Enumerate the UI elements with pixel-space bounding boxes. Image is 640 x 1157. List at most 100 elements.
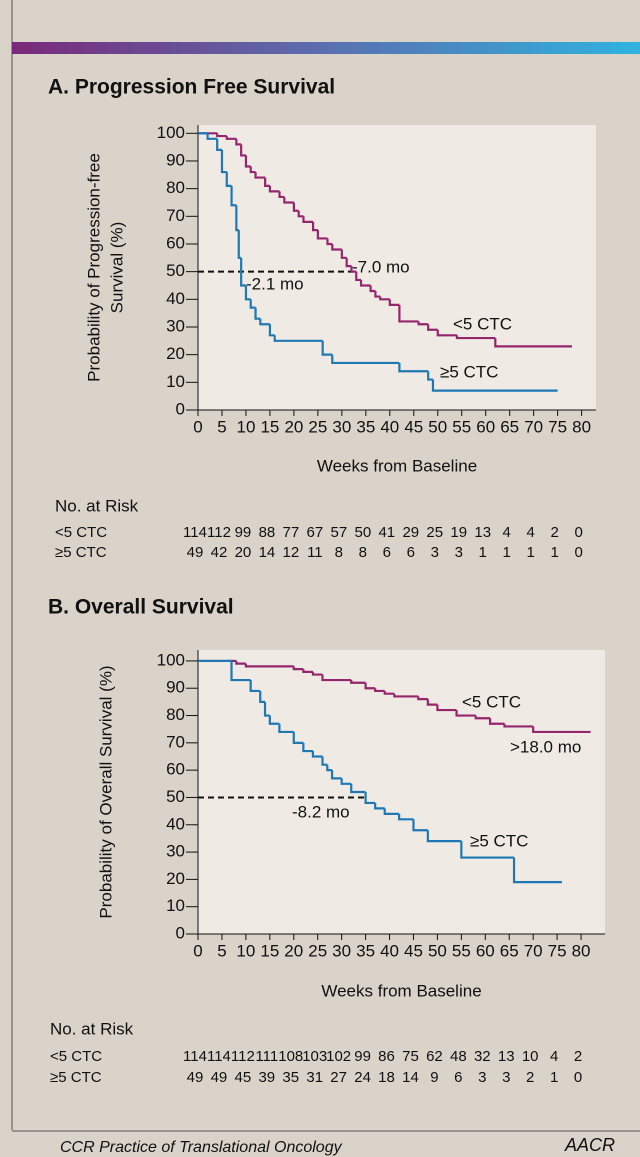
survival-step	[316, 230, 328, 240]
survival-step	[494, 338, 573, 348]
survival-step	[278, 723, 294, 734]
risk-value: 42	[211, 544, 228, 561]
survival-step	[532, 726, 591, 734]
risk-value: 75	[402, 1048, 419, 1065]
survival-step	[398, 304, 419, 323]
survival-step	[321, 674, 352, 682]
x-tick-label: 35	[356, 941, 375, 960]
risk-value: 57	[331, 524, 348, 541]
survival-step	[383, 690, 395, 695]
survival-step	[388, 299, 400, 306]
survival-step	[235, 660, 246, 665]
y-tick-label: 30	[166, 842, 185, 861]
risk-value: 88	[259, 524, 276, 541]
y-tick-label: 80	[166, 705, 185, 724]
survival-step	[230, 185, 237, 207]
y-tick-label: 0	[176, 923, 185, 942]
x-tick-label: 55	[452, 941, 471, 960]
x-tick-label: 0	[193, 417, 202, 436]
risk-value: 62	[426, 1048, 443, 1065]
x-tick-label: 20	[284, 941, 303, 960]
survival-step	[427, 324, 438, 331]
y-tick-label: 80	[166, 178, 185, 197]
y-tick-label: 50	[166, 787, 185, 806]
annotation: -8.2 mo	[292, 802, 350, 821]
x-tick-label: 40	[380, 417, 399, 436]
risk-value: 3	[478, 1069, 486, 1086]
survival-step	[340, 249, 347, 259]
x-tick-label: 30	[332, 417, 351, 436]
risk-value: 1	[479, 544, 487, 561]
survival-step	[268, 185, 280, 193]
annotation: -7.0 mo	[352, 257, 410, 276]
x-tick-label: 75	[548, 417, 567, 436]
risk-value: 29	[402, 524, 419, 541]
risk-value: 86	[378, 1048, 395, 1065]
survival-step	[512, 857, 562, 884]
survival-step	[278, 191, 285, 199]
survival-step	[417, 696, 428, 701]
survival-step	[350, 783, 366, 794]
risk-value: 0	[574, 1069, 582, 1086]
risk-value: 39	[258, 1069, 275, 1086]
x-tick-label: 30	[332, 941, 351, 960]
survival-step	[292, 666, 304, 671]
survival-step	[345, 257, 352, 268]
x-tick-label: 50	[428, 941, 447, 960]
annotation: -2.1 mo	[246, 274, 304, 293]
x-axis-label: Weeks from Baseline	[321, 981, 481, 1000]
survival-step	[220, 149, 227, 174]
y-tick-label: 0	[176, 399, 185, 418]
y-tick-label: 90	[166, 678, 185, 697]
risk-value: 99	[235, 524, 252, 541]
survival-step	[331, 243, 342, 251]
survival-step	[235, 138, 242, 146]
survival-step	[321, 340, 333, 356]
risk-value: 19	[450, 524, 467, 541]
risk-value: 18	[378, 1069, 395, 1086]
y-tick-label: 40	[166, 289, 185, 308]
y-tick-label: 90	[166, 150, 185, 169]
y-tick-label: 50	[166, 261, 185, 280]
x-tick-label: 15	[260, 941, 279, 960]
risk-value: 45	[235, 1069, 252, 1086]
survival-step	[254, 172, 266, 179]
survival-step	[216, 133, 227, 138]
survival-step	[426, 830, 462, 843]
risk-value: 27	[330, 1069, 347, 1086]
series-label: ≥5 CTC	[440, 362, 498, 381]
survival-step	[355, 271, 362, 282]
x-tick-label: 65	[500, 417, 519, 436]
x-tick-label: 40	[380, 941, 399, 960]
survival-step	[374, 291, 381, 298]
survival-step	[263, 701, 270, 717]
risk-value: 50	[354, 524, 371, 541]
risk-value: 24	[354, 1069, 371, 1086]
survival-step	[488, 718, 505, 725]
survival-step	[350, 680, 366, 684]
survival-step	[264, 177, 270, 187]
risk-value: 1	[526, 544, 534, 561]
risk-value: 25	[426, 524, 443, 541]
survival-step	[426, 699, 438, 706]
x-tick-label: 15	[260, 417, 279, 436]
plot-area	[198, 650, 605, 934]
survival-step	[249, 166, 256, 174]
survival-step	[268, 324, 275, 337]
survival-step	[249, 680, 261, 693]
risk-value: 49	[211, 1069, 228, 1086]
survival-step	[331, 354, 400, 365]
survival-step	[393, 693, 419, 698]
x-tick-label: 70	[524, 417, 543, 436]
chart-title: A. Progression Free Survival	[48, 76, 335, 99]
risk-value: 8	[335, 544, 343, 561]
risk-value: 3	[431, 544, 439, 561]
x-tick-label: 0	[193, 941, 202, 960]
risk-value: 31	[306, 1069, 323, 1086]
x-tick-label: 5	[217, 941, 226, 960]
y-tick-label: 100	[157, 123, 185, 142]
survival-step	[244, 155, 251, 168]
risk-title: No. at Risk	[50, 1019, 134, 1038]
risk-value: 102	[326, 1048, 351, 1065]
